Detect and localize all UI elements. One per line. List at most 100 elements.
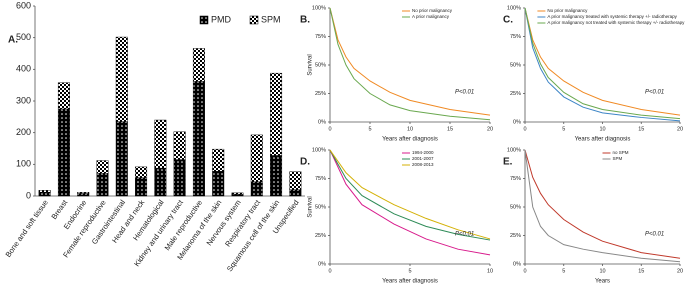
x-tick-label: 10 xyxy=(487,268,493,274)
panel-label: B. xyxy=(300,15,310,26)
bar-segment xyxy=(231,193,244,197)
legend-label: A prior malignancy treated with systemic… xyxy=(547,14,677,19)
bar-segment xyxy=(289,171,302,190)
bar-segment xyxy=(270,155,283,197)
legend-label: No prior malignancy xyxy=(412,8,453,13)
bar-segment xyxy=(57,82,70,110)
legend-label: A prior malignancy xyxy=(412,14,450,19)
survival-line xyxy=(329,149,491,240)
bar-segment xyxy=(77,191,90,194)
bar-segment xyxy=(289,189,302,197)
x-tick-label: 0 xyxy=(523,268,526,274)
y-tick-label: 100% xyxy=(312,147,326,153)
bar-segment xyxy=(154,167,167,197)
bar-segment xyxy=(57,108,70,197)
survival-line xyxy=(524,149,681,263)
annotation: P<0.01 xyxy=(645,90,664,96)
y-tick-label: 600 xyxy=(16,0,31,10)
bar-segment xyxy=(250,181,263,197)
y-tick-label: 200 xyxy=(16,127,31,137)
x-tick-label: 20 xyxy=(677,268,683,274)
bar-segment xyxy=(115,121,128,197)
legend-label: 2001-2007 xyxy=(412,156,434,161)
y-tick-label: 0% xyxy=(513,261,521,267)
y-tick-label: 50% xyxy=(510,204,521,210)
annotation: P<0.01 xyxy=(455,232,474,238)
x-tick-label: 20 xyxy=(487,126,493,132)
y-tick-label: 300 xyxy=(16,95,31,105)
bar-segment xyxy=(154,119,167,169)
x-tick-label: 5 xyxy=(408,268,411,274)
y-tick-label: 400 xyxy=(16,64,31,74)
x-tick-label: 0 xyxy=(328,126,331,132)
bar-segment xyxy=(173,131,186,160)
survival-line xyxy=(329,149,491,256)
panel-label: E. xyxy=(503,157,513,168)
x-tick-label: 15 xyxy=(447,126,453,132)
x-tick-label: 0 xyxy=(523,126,526,132)
y-tick-label: 25% xyxy=(510,233,521,239)
bar-segment xyxy=(212,171,225,197)
y-tick-label: 50% xyxy=(315,62,326,68)
bar-segment xyxy=(96,172,109,197)
x-tick-label: 5 xyxy=(562,268,565,274)
y-tick-label: 100% xyxy=(507,147,521,153)
y-axis-label: Survival xyxy=(308,196,314,217)
x-axis-label: Years after diagnosis xyxy=(382,279,438,285)
bar-segment xyxy=(77,193,90,197)
legend-swatch xyxy=(249,15,259,25)
legend-label: no SPM xyxy=(613,150,629,155)
bar-segment xyxy=(38,191,51,197)
panel-label: A. xyxy=(8,35,18,46)
x-tick-label: 0 xyxy=(328,268,331,274)
x-axis-label: Years after diagnosis xyxy=(382,137,438,143)
bar-segment xyxy=(173,159,186,197)
y-tick-label: 50% xyxy=(510,62,521,68)
survival-line xyxy=(329,149,491,241)
bar-segment xyxy=(115,36,128,122)
y-tick-label: 25% xyxy=(315,91,326,97)
survival-line xyxy=(329,7,491,121)
x-tick-label: 5 xyxy=(562,126,565,132)
legend-label: SPM xyxy=(613,156,623,161)
bar-segment xyxy=(250,134,263,182)
y-tick-label: 25% xyxy=(315,233,326,239)
survival-line xyxy=(329,7,491,116)
x-tick-label: 10 xyxy=(599,268,605,274)
x-tick-label: 15 xyxy=(638,268,644,274)
x-tick-label: 5 xyxy=(368,126,371,132)
legend-label: No prior malignancy xyxy=(547,8,588,13)
annotation: P<0.01 xyxy=(645,232,664,238)
x-tick-label: 15 xyxy=(638,126,644,132)
x-tick-label: 10 xyxy=(599,126,605,132)
y-tick-label: 100% xyxy=(312,5,326,11)
y-tick-label: 0% xyxy=(318,261,326,267)
legend-swatch xyxy=(199,15,209,25)
y-tick-label: 75% xyxy=(315,34,326,40)
y-tick-label: 500 xyxy=(16,32,31,42)
y-tick-label: 0% xyxy=(318,119,326,125)
y-tick-label: 25% xyxy=(510,91,521,97)
bar-segment xyxy=(135,166,148,178)
annotation: P<0.01 xyxy=(455,90,474,96)
legend-label: SPM xyxy=(261,14,281,24)
survival-line xyxy=(524,7,681,122)
x-axis-label: Years after diagnosis xyxy=(575,137,631,143)
y-tick-label: 100% xyxy=(507,5,521,11)
y-tick-label: 75% xyxy=(315,176,326,182)
survival-line xyxy=(524,149,681,259)
legend-label: 1994-2000 xyxy=(412,150,434,155)
legend-label: PMD xyxy=(211,14,232,24)
y-axis-label: Survival xyxy=(308,54,314,75)
bar-segment xyxy=(192,48,205,82)
bar-segment xyxy=(38,190,51,193)
legend-label: A prior malignancy not treated with syst… xyxy=(547,20,685,25)
y-tick-label: 75% xyxy=(510,176,521,182)
bar-segment xyxy=(96,160,109,174)
bar-segment xyxy=(192,81,205,197)
x-axis-label: Years xyxy=(595,279,610,285)
panel-label: C. xyxy=(503,15,513,26)
y-tick-label: 50% xyxy=(315,204,326,210)
x-tick-label: 20 xyxy=(677,126,683,132)
